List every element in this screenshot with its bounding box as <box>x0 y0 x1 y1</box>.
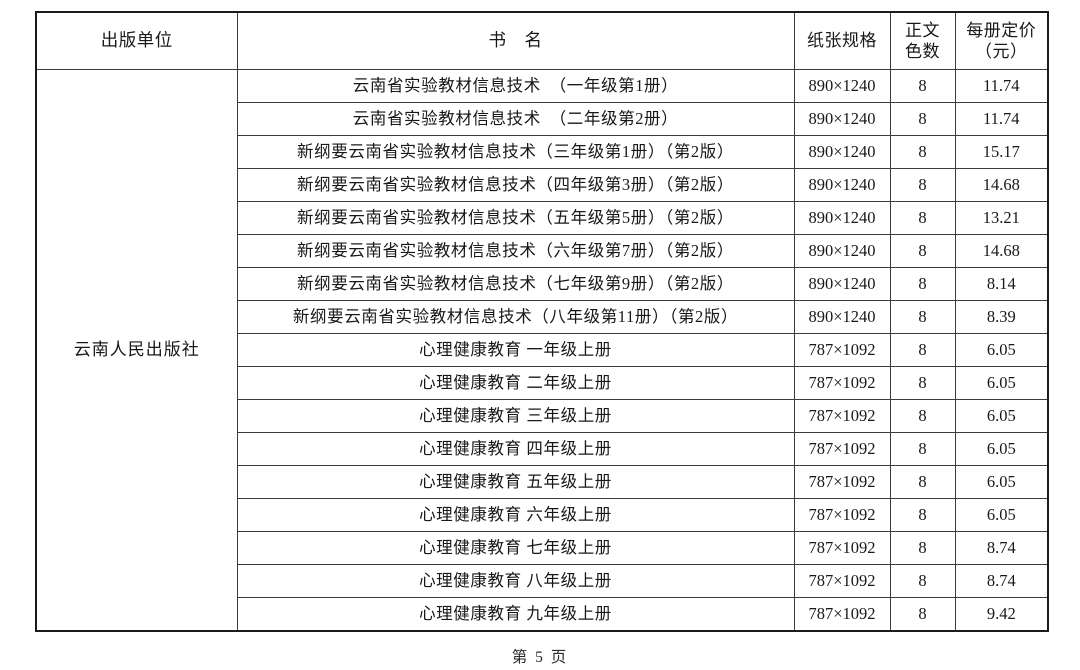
cell-body-colors: 8 <box>889 531 956 565</box>
cell-body-colors: 8 <box>889 135 956 169</box>
cell-paper-spec: 787×1092 <box>793 465 891 499</box>
cell-unit-price: 6.05 <box>954 465 1049 499</box>
cell-publisher: 云南人民出版社 <box>35 69 238 632</box>
column-header-body-colors-line2: 色数 <box>905 42 940 61</box>
cell-body-colors: 8 <box>889 234 956 268</box>
price-table-container: 出版单位 书 名 纸张规格 正文 色数 每册定价 （元） 云南人民出版社 云南省实… <box>35 11 1049 632</box>
table-row: 心理健康教育 七年级上册 787×1092 8 8.74 <box>36 531 1049 565</box>
cell-unit-price: 8.74 <box>954 564 1049 598</box>
table-header: 出版单位 书 名 纸张规格 正文 色数 每册定价 （元） <box>35 11 1049 70</box>
cell-paper-spec: 787×1092 <box>793 432 891 466</box>
page-footer: 第 5 页 <box>511 649 569 666</box>
cell-book-title: 新纲要云南省实验教材信息技术（三年级第1册）（第2版） <box>236 135 795 169</box>
cell-paper-spec: 890×1240 <box>793 201 891 235</box>
cell-body-colors: 8 <box>889 333 956 367</box>
cell-unit-price: 15.17 <box>954 135 1049 169</box>
column-header-unit-price-line2: （元） <box>975 42 1028 61</box>
cell-body-colors: 8 <box>889 597 956 632</box>
column-header-publisher: 出版单位 <box>35 11 238 70</box>
table-row: 心理健康教育 九年级上册 787×1092 8 9.42 <box>36 597 1049 632</box>
table-row: 新纲要云南省实验教材信息技术（六年级第7册）（第2版） 890×1240 8 14.6… <box>36 234 1049 268</box>
cell-book-title: 新纲要云南省实验教材信息技术（八年级第11册）（第2版） <box>236 300 795 334</box>
cell-body-colors: 8 <box>889 168 956 202</box>
cell-book-title: 心理健康教育 三年级上册 <box>236 399 795 433</box>
cell-paper-spec: 890×1240 <box>793 300 891 334</box>
cell-unit-price: 11.74 <box>954 102 1049 136</box>
cell-unit-price: 13.21 <box>954 201 1049 235</box>
cell-paper-spec: 890×1240 <box>793 69 891 103</box>
cell-body-colors: 8 <box>889 102 956 136</box>
cell-body-colors: 8 <box>889 564 956 598</box>
cell-body-colors: 8 <box>889 465 956 499</box>
cell-book-title: 心理健康教育 一年级上册 <box>236 333 795 367</box>
column-header-unit-price-line1: 每册定价 <box>966 20 1037 40</box>
cell-book-title: 新纲要云南省实验教材信息技术（五年级第5册）（第2版） <box>236 201 795 235</box>
cell-body-colors: 8 <box>889 201 956 235</box>
cell-unit-price: 14.68 <box>954 168 1049 202</box>
table-row: 心理健康教育 八年级上册 787×1092 8 8.74 <box>36 564 1049 598</box>
cell-body-colors: 8 <box>889 69 956 103</box>
cell-book-title: 心理健康教育 七年级上册 <box>236 531 795 565</box>
cell-unit-price: 6.05 <box>954 333 1049 367</box>
cell-paper-spec: 787×1092 <box>793 564 891 598</box>
cell-book-title: 心理健康教育 二年级上册 <box>236 366 795 400</box>
cell-body-colors: 8 <box>889 498 956 532</box>
cell-paper-spec: 890×1240 <box>793 102 891 136</box>
cell-book-title: 新纲要云南省实验教材信息技术（七年级第9册）（第2版） <box>236 267 795 301</box>
table-row: 心理健康教育 一年级上册 787×1092 8 6.05 <box>36 333 1049 367</box>
cell-paper-spec: 787×1092 <box>793 333 891 367</box>
table-header-row: 出版单位 书 名 纸张规格 正文 色数 每册定价 （元） <box>35 11 1049 70</box>
cell-paper-spec: 890×1240 <box>793 234 891 268</box>
table-row: 心理健康教育 五年级上册 787×1092 8 6.05 <box>36 465 1049 499</box>
cell-unit-price: 8.74 <box>954 531 1049 565</box>
cell-body-colors: 8 <box>889 366 956 400</box>
column-header-body-colors-line1: 正文 <box>905 20 940 40</box>
table-row: 新纲要云南省实验教材信息技术（八年级第11册）（第2版） 890×1240 8 8.3… <box>36 300 1049 334</box>
column-header-book-title: 书 名 <box>236 11 795 70</box>
cell-book-title: 心理健康教育 四年级上册 <box>236 432 795 466</box>
column-header-paper-spec: 纸张规格 <box>793 11 891 70</box>
cell-body-colors: 8 <box>889 432 956 466</box>
table-row: 心理健康教育 四年级上册 787×1092 8 6.05 <box>36 432 1049 466</box>
column-header-unit-price: 每册定价 （元） <box>954 11 1049 70</box>
table-row: 云南省实验教材信息技术 （二年级第2册） 890×1240 8 11.74 <box>36 102 1049 136</box>
cell-book-title: 心理健康教育 八年级上册 <box>236 564 795 598</box>
table-row: 云南人民出版社 云南省实验教材信息技术 （一年级第1册） 890×1240 8 11.7… <box>35 69 1049 632</box>
cell-paper-spec: 890×1240 <box>793 168 891 202</box>
cell-paper-spec: 890×1240 <box>793 135 891 169</box>
cell-paper-spec: 890×1240 <box>793 267 891 301</box>
cell-unit-price: 6.05 <box>954 498 1049 532</box>
table-row: 新纲要云南省实验教材信息技术（五年级第5册）（第2版） 890×1240 8 13.2… <box>36 201 1049 235</box>
cell-unit-price: 6.05 <box>954 366 1049 400</box>
cell-book-title: 心理健康教育 九年级上册 <box>236 597 795 632</box>
cell-paper-spec: 787×1092 <box>793 531 891 565</box>
cell-paper-spec: 787×1092 <box>793 399 891 433</box>
cell-paper-spec: 787×1092 <box>793 498 891 532</box>
cell-unit-price: 8.14 <box>954 267 1049 301</box>
cell-book-title: 新纲要云南省实验教材信息技术（四年级第3册）（第2版） <box>236 168 795 202</box>
cell-book-title: 新纲要云南省实验教材信息技术（六年级第7册）（第2版） <box>236 234 795 268</box>
cell-body-colors: 8 <box>889 399 956 433</box>
textbook-price-table: 出版单位 书 名 纸张规格 正文 色数 每册定价 （元） 云南人民出版社 云南省实… <box>35 11 1049 632</box>
table-body: 云南人民出版社 云南省实验教材信息技术 （一年级第1册） 890×1240 8 11.7… <box>35 69 1049 632</box>
cell-paper-spec: 787×1092 <box>793 597 891 632</box>
cell-book-title: 云南省实验教材信息技术 （二年级第2册） <box>236 102 795 136</box>
table-row: 新纲要云南省实验教材信息技术（四年级第3册）（第2版） 890×1240 8 14.6… <box>36 168 1049 202</box>
column-header-body-colors: 正文 色数 <box>889 11 956 70</box>
cell-unit-price: 8.39 <box>954 300 1049 334</box>
cell-book-title: 心理健康教育 六年级上册 <box>236 498 795 532</box>
table-row: 新纲要云南省实验教材信息技术（七年级第9册）（第2版） 890×1240 8 8.14 <box>36 267 1049 301</box>
cell-book-title: 心理健康教育 五年级上册 <box>236 465 795 499</box>
cell-unit-price: 11.74 <box>954 69 1049 103</box>
cell-unit-price: 6.05 <box>954 432 1049 466</box>
cell-body-colors: 8 <box>889 300 956 334</box>
cell-unit-price: 6.05 <box>954 399 1049 433</box>
cell-paper-spec: 787×1092 <box>793 366 891 400</box>
cell-body-colors: 8 <box>889 267 956 301</box>
cell-book-title: 云南省实验教材信息技术 （一年级第1册） <box>236 69 795 103</box>
table-row: 新纲要云南省实验教材信息技术（三年级第1册）（第2版） 890×1240 8 15.1… <box>36 135 1049 169</box>
cell-unit-price: 14.68 <box>954 234 1049 268</box>
cell-unit-price: 9.42 <box>954 597 1049 632</box>
